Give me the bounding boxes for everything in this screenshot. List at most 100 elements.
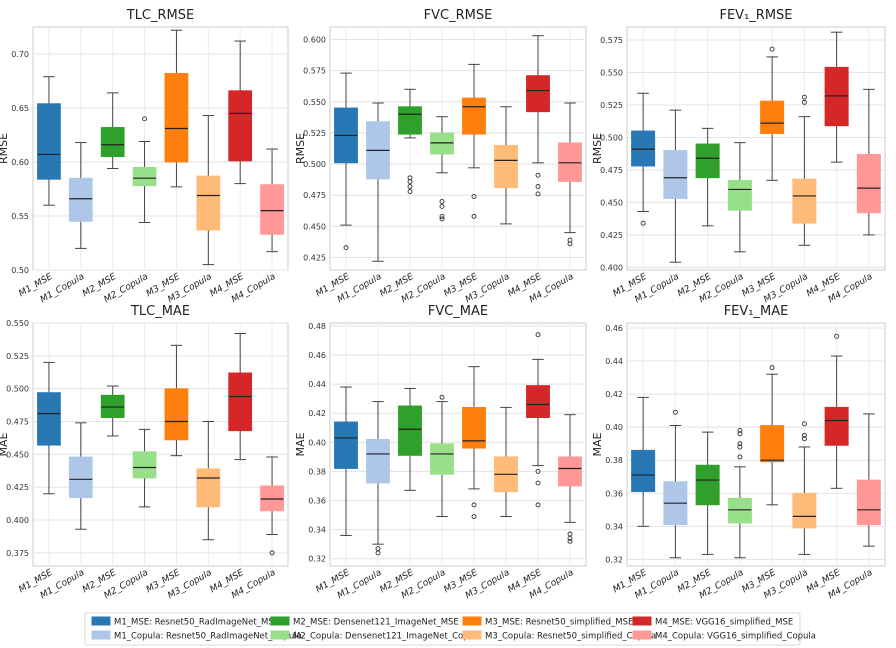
iqr-box [824,406,849,446]
iqr-box [663,150,688,199]
y-tick-label: 0.500 [600,133,623,142]
y-axis-label: RMSE [294,133,307,164]
legend-item: M1_Copula: Resnet50_RadImageNet_Copula [91,630,302,642]
iqr-box [100,394,125,418]
y-axis-label: MAE [294,432,307,456]
outlier-point [439,199,445,204]
legend: M1_MSE: Resnet50_RadImageNet_MSE M2_MSE: … [84,612,816,646]
iqr-box [695,464,720,506]
box-M1_MSE [334,72,358,251]
box-M1_MSE [631,92,656,226]
y-axis-label: MAE [0,432,10,456]
outlier-point [834,333,840,339]
iqr-box [398,106,422,135]
y-tick-label: 0.48 [308,322,326,331]
iqr-box [164,73,189,163]
legend-label: M3_MSE: Resnet50_simplified_MSE [485,618,633,628]
box-M3_Copula [196,115,221,266]
box-M3_Copula [792,421,817,555]
legend-item: M4_MSE: VGG16_simplified_MSE [632,616,793,628]
y-tick-label: 0.34 [605,522,623,531]
outlier-point [801,99,807,105]
box-M1_Copula [663,409,688,559]
box-M4_MSE [228,40,253,185]
chart-panel-1: 0.500.550.600.650.70M1_MSEM1_CopulaM2_MS… [0,8,289,305]
box-M3_MSE [164,29,189,188]
y-tick-label: 0.425 [600,231,623,240]
legend-label: M1_MSE: Resnet50_RadImageNet_MSE [114,618,279,628]
box-M1_MSE [631,396,656,527]
iqr-box [760,425,785,463]
iqr-box [430,132,454,155]
y-tick-label: 0.475 [6,418,29,427]
iqr-box [526,75,550,113]
chart-panel-2: 0.425 0.450 0.475 0.500 0.525 0.550 0.575 0.600… [294,8,587,305]
y-tick-label: 0.42 [308,409,326,418]
box-M4_Copula [856,88,881,236]
box-M1_Copula [663,109,688,263]
box-M4_MSE [526,332,550,508]
box-M2_Copula [132,428,157,508]
outlier-point [769,46,775,52]
iqr-box [196,175,221,231]
outlier-point [439,394,445,400]
outlier-point [535,468,541,474]
iqr-box [196,468,221,508]
box-M2_MSE [398,387,422,491]
y-tick-label: 0.525 [6,352,29,361]
iqr-box [631,130,656,167]
chart-title: FEV₁_MAE [724,304,789,319]
box-M1_MSE [37,76,61,206]
iqr-box [398,405,422,456]
box-M4_MSE [228,333,253,461]
y-tick-label: 0.475 [600,166,623,175]
outlier-point [535,332,541,338]
legend-label: M4_Copula: VGG16_simplified_Copula [655,632,816,642]
box-M3_MSE [462,63,486,219]
outlier-point [471,194,477,199]
y-tick-label: 0.575 [600,36,623,45]
outlier-point [801,421,807,427]
y-tick-label: 0.38 [605,456,623,465]
outlier-point [737,444,743,450]
iqr-box [494,144,518,189]
legend-item: M2_Copula: Densenet121_ImageNet_Copula [270,630,482,642]
box-M3_Copula [196,421,221,541]
y-tick-label: 0.44 [605,357,623,366]
box-M2_Copula [430,394,454,518]
outlier-point [471,514,477,519]
iqr-box [558,142,582,182]
iqr-box [132,451,157,479]
iqr-box [760,100,785,134]
box-M3_MSE [760,46,785,181]
iqr-box [462,406,486,449]
box-M2_MSE [100,385,125,437]
box-M4_Copula [558,414,582,544]
y-tick-label: 0.425 [303,254,326,263]
y-tick-label: 0.475 [303,191,326,200]
y-tick-label: 0.32 [308,555,326,564]
legend-swatch [91,630,111,640]
y-axis-label: RMSE [0,133,10,164]
iqr-box [856,153,881,214]
legend-label: M1_Copula: Resnet50_RadImageNet_Copula [114,632,302,642]
chart-panel-5: 0.320.340.360.380.400.420.440.460.48M1_M… [294,304,587,601]
box-M1_Copula [68,142,93,249]
y-tick-label: 0.525 [303,129,326,138]
y-tick-label: 0.450 [600,198,623,207]
outlier-point [769,365,775,371]
legend-swatch [632,616,652,626]
outlier-point [471,502,477,508]
plot-area [626,322,886,567]
box-M3_MSE [760,365,785,506]
iqr-box [164,388,189,441]
y-tick-label: 0.400 [600,263,623,272]
iqr-box [695,143,720,179]
box-M2_MSE [100,92,125,169]
box-M2_Copula [132,116,157,223]
legend-label: M2_MSE: Densenet121_ImageNet_MSE [293,618,459,628]
box-M2_MSE [695,431,720,555]
outlier-point [439,203,445,209]
iqr-box [824,66,849,127]
chart-title: FVC_MAE [428,304,488,319]
